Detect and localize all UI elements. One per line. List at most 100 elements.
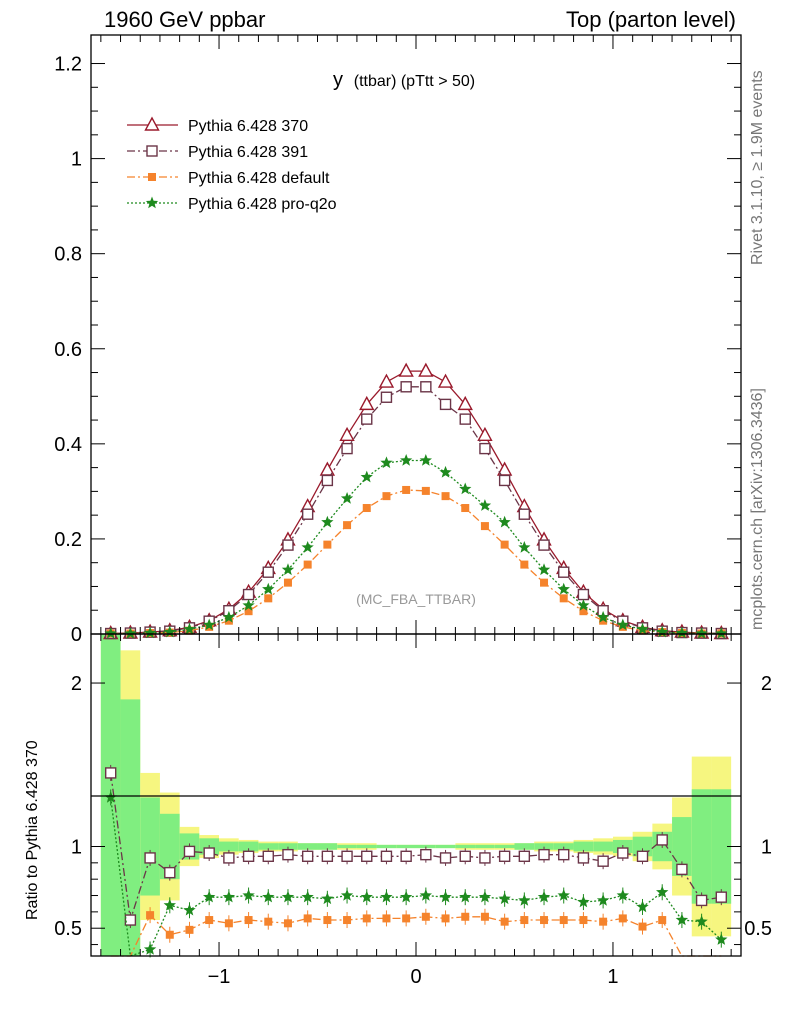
- data-point: [380, 456, 393, 469]
- ratio-point: [362, 914, 371, 923]
- data-point: [439, 398, 452, 411]
- data-point: [459, 413, 471, 425]
- data-point: [557, 582, 570, 595]
- data-point: [559, 594, 568, 603]
- ratio-point: [402, 914, 411, 923]
- ratio-point: [341, 850, 353, 862]
- data-point: [616, 618, 629, 631]
- ratio-point: [597, 855, 609, 867]
- data-point: [321, 474, 334, 487]
- ratio-point: [183, 845, 196, 858]
- x-tick-label: 0: [410, 966, 421, 988]
- data-point: [421, 486, 430, 495]
- data-point: [124, 627, 137, 639]
- legend-label: Pythia 6.428 default: [188, 170, 330, 187]
- data-point: [340, 492, 354, 504]
- ratio-point: [439, 890, 452, 903]
- data-point: [339, 426, 355, 441]
- ratio-point: [577, 852, 590, 864]
- ratio-point: [540, 916, 549, 925]
- data-point: [540, 578, 549, 587]
- band-inner: [120, 699, 141, 956]
- ratio-point: [164, 866, 176, 879]
- ratio-point: [441, 914, 450, 923]
- data-point: [402, 485, 411, 494]
- band-inner: [416, 844, 436, 849]
- band-inner: [278, 843, 298, 850]
- ratio-point: [675, 913, 689, 926]
- ratio-point: [203, 890, 216, 903]
- legend-label: Pythia 6.428 370: [188, 118, 308, 135]
- data-point: [262, 566, 274, 578]
- ratio-y-tick-label: 2: [71, 673, 82, 695]
- data-point: [242, 599, 255, 611]
- data-point: [577, 599, 590, 611]
- data-point: [281, 563, 295, 576]
- band-inner: [475, 844, 495, 849]
- ratio-point: [360, 890, 373, 903]
- data-point: [361, 413, 373, 425]
- ratio-point: [262, 890, 275, 903]
- band-inner: [238, 841, 259, 852]
- ratio-point: [695, 915, 708, 927]
- data-point: [242, 588, 255, 601]
- ratio-point: [478, 890, 492, 903]
- ratio-point: [382, 914, 391, 923]
- ratio-point: [599, 917, 608, 926]
- band-inner: [573, 841, 594, 852]
- ratio-point: [282, 848, 294, 861]
- ratio-point: [636, 900, 649, 913]
- ratio-point: [538, 848, 550, 861]
- data-point: [459, 482, 472, 495]
- ratio-point: [144, 852, 156, 864]
- band-inner: [593, 841, 613, 852]
- ratio-point: [520, 916, 529, 925]
- ratio-point: [242, 850, 255, 862]
- data-point: [477, 426, 493, 441]
- data-point: [323, 540, 332, 549]
- ratio-point: [223, 852, 235, 864]
- ratio-bands: [100, 634, 732, 956]
- band-inner: [337, 844, 357, 849]
- data-point: [695, 627, 708, 639]
- ratio-point: [656, 885, 669, 898]
- main-y-tick-label: 0.4: [54, 434, 82, 456]
- data-point: [439, 465, 452, 478]
- legend-marker: [144, 116, 160, 131]
- data-point: [656, 625, 669, 638]
- ratio-point: [656, 834, 668, 846]
- ratio-point: [222, 890, 236, 903]
- legend-marker: [148, 173, 156, 181]
- band-inner: [514, 843, 535, 850]
- data-point: [321, 515, 334, 528]
- data-point: [420, 381, 432, 393]
- data-point: [478, 499, 492, 511]
- data-point: [520, 560, 529, 569]
- data-point: [104, 627, 117, 639]
- ratio-point: [616, 889, 629, 901]
- ratio-point: [480, 912, 489, 921]
- main-y-tick-label: 0.6: [54, 339, 82, 361]
- ratio-point: [361, 850, 373, 862]
- ratio-ylabel: Ratio to Pythia 6.428 370: [24, 740, 41, 920]
- ratio-series-layer: [104, 764, 728, 958]
- data-point: [518, 508, 531, 520]
- data-point: [282, 539, 294, 551]
- axis-tick-labels: 0 0.2 0.4 0.6 0.8 1 1.2 0.5 0.5 1 1 2 2 −1 0 1: [54, 54, 772, 988]
- data-point: [183, 622, 196, 635]
- ratio-point: [143, 943, 157, 955]
- data-point: [636, 622, 649, 635]
- ratio-point: [301, 850, 314, 862]
- data-point: [362, 504, 371, 513]
- ratio-point: [242, 889, 255, 901]
- ratio-point: [321, 892, 334, 905]
- data-point: [262, 582, 275, 595]
- ratio-point: [577, 895, 590, 908]
- data-point: [538, 539, 550, 551]
- data-point: [715, 627, 728, 639]
- band-inner: [711, 789, 732, 904]
- data-point: [382, 492, 391, 501]
- ratio-point: [104, 767, 117, 779]
- data-point: [301, 508, 314, 520]
